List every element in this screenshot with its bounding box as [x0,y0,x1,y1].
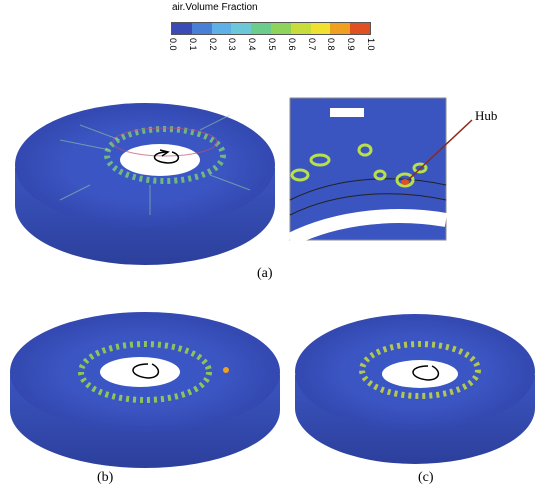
disk-c [295,314,535,464]
colorbar-segment [251,23,271,34]
colorbar-segment [290,23,311,34]
panel-label-b: (b) [97,470,114,485]
colorbar-segment [310,23,331,34]
panel-label-a: (a) [257,266,273,281]
colorbar-segment [172,23,192,34]
panel-label-c: (c) [418,470,434,485]
colorbar-segment [231,23,252,34]
disk-b [10,312,280,468]
hub-inset [286,97,473,247]
colorbar-segment [211,23,232,34]
colorbar-segment [330,23,351,34]
colorbar-segment [191,23,212,34]
disk-a [15,103,275,265]
colorbar-segment [350,23,370,34]
colorbar-title: air.Volume Fraction [172,2,258,13]
colorbar [171,22,371,35]
hub-label: Hub [475,108,498,123]
colorbar-segment [270,23,291,34]
